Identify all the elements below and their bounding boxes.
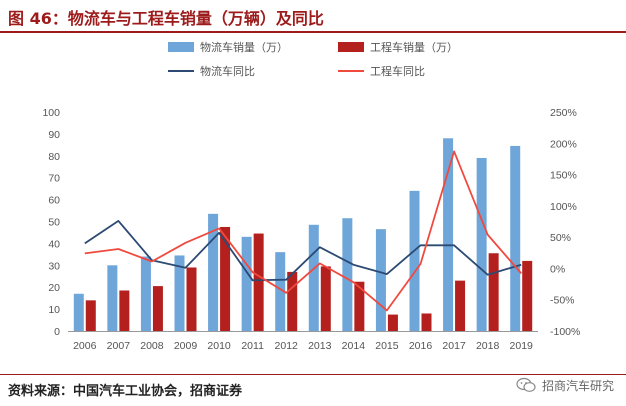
figure-title: 图 46：物流车与工程车销量（万辆）及同比 (8, 9, 324, 28)
bar-engineering-2012 (287, 271, 298, 331)
bar-logistics-2014 (342, 218, 353, 331)
x-tick-2014: 2014 (342, 340, 366, 352)
sales-chart: 物流车销量（万） 工程车销量（万） 物流车同比 工程车同比 0 10 20 30 40 50 60… (42, 40, 580, 352)
x-tick-2019: 2019 (510, 340, 534, 352)
x-tick-2011: 2011 (241, 340, 264, 352)
bar-logistics-2008 (140, 256, 151, 331)
wechat-icon (516, 377, 536, 392)
bar-engineering-2008 (152, 286, 163, 331)
right-tick-3: 50% (550, 232, 571, 244)
x-tick-2018: 2018 (476, 340, 500, 352)
bar-engineering-2014 (354, 281, 365, 331)
left-tick-0: 0 (54, 326, 60, 338)
title-bar: 图 46：物流车与工程车销量（万辆）及同比 (0, 0, 626, 33)
bar-engineering-2006 (85, 300, 96, 331)
watermark-text: 招商汽车研究 (541, 378, 614, 393)
bar-logistics-2009 (174, 255, 185, 331)
right-tick-1: -50% (550, 295, 575, 307)
x-tick-2016: 2016 (409, 340, 433, 352)
bar-engineering-2011 (253, 233, 264, 331)
bar-logistics-2016 (409, 190, 420, 331)
bar-logistics-2007 (107, 265, 118, 331)
bar-engineering-2013 (320, 266, 331, 331)
bars (73, 138, 533, 331)
right-tick-2: 0% (550, 263, 565, 275)
left-tick-1: 10 (48, 304, 60, 316)
left-tick-7: 70 (48, 173, 60, 185)
bar-engineering-2019 (522, 260, 533, 331)
x-tick-2017: 2017 (442, 340, 466, 352)
bar-logistics-2013 (308, 224, 319, 331)
legend-label-2: 物流车同比 (200, 64, 255, 78)
bar-logistics-2017 (443, 138, 454, 331)
left-tick-8: 80 (48, 151, 60, 163)
x-tick-2007: 2007 (107, 340, 131, 352)
x-tick-2012: 2012 (275, 340, 299, 352)
line-engineering-yoy (84, 150, 522, 312)
bar-engineering-2010 (220, 226, 231, 331)
x-tick-2015: 2015 (375, 340, 399, 352)
watermark: 招商汽车研究 (516, 372, 614, 398)
bar-logistics-2018 (476, 157, 487, 331)
lines (84, 150, 522, 312)
legend-swatch-1 (338, 42, 364, 52)
legend-label-3: 工程车同比 (370, 64, 425, 78)
left-tick-4: 40 (48, 238, 60, 250)
left-tick-5: 50 (48, 217, 60, 229)
x-tick-2009: 2009 (174, 340, 198, 352)
legend: 物流车销量（万） 工程车销量（万） 物流车同比 工程车同比 (168, 40, 458, 78)
left-tick-6: 60 (48, 195, 60, 207)
bar-logistics-2011 (241, 236, 252, 331)
left-tick-9: 90 (48, 129, 60, 141)
bar-logistics-2006 (73, 293, 84, 331)
legend-label-1: 工程车销量（万） (370, 40, 458, 54)
line-logistics-yoy (84, 219, 522, 282)
bar-engineering-2015 (387, 314, 398, 331)
bar-engineering-2018 (488, 253, 499, 331)
right-axis: -100% -50% 0% 50% 100% 150% 200% 250% (550, 107, 580, 338)
right-tick-5: 150% (550, 170, 577, 182)
bar-logistics-2010 (208, 213, 219, 331)
footer-divider (0, 374, 626, 375)
bar-logistics-2019 (510, 145, 521, 331)
bar-engineering-2016 (421, 313, 432, 331)
x-tick-2008: 2008 (140, 340, 164, 352)
left-tick-2: 20 (48, 282, 60, 294)
left-tick-10: 100 (42, 107, 60, 119)
bar-engineering-2007 (119, 290, 130, 331)
x-tick-2013: 2013 (308, 340, 332, 352)
x-axis: 2006 2007 2008 2009 2010 2011 2012 2013 2014 2015… (68, 331, 538, 352)
bar-engineering-2017 (455, 280, 466, 331)
right-tick-6: 200% (550, 138, 577, 150)
legend-swatch-0 (168, 42, 194, 52)
bar-logistics-2012 (275, 252, 286, 331)
left-axis: 0 10 20 30 40 50 60 70 80 90 100 (42, 107, 60, 338)
title-divider (0, 31, 626, 33)
right-tick-0: -100% (550, 326, 580, 338)
x-tick-2006: 2006 (73, 340, 97, 352)
right-tick-7: 250% (550, 107, 577, 119)
bar-engineering-2009 (186, 267, 197, 331)
bar-logistics-2015 (375, 229, 386, 331)
source-note: 资料来源：中国汽车工业协会，招商证券 (8, 384, 243, 399)
right-tick-4: 100% (550, 201, 577, 213)
x-tick-2010: 2010 (207, 340, 231, 352)
left-tick-3: 30 (48, 260, 60, 272)
legend-label-0: 物流车销量（万） (200, 40, 288, 54)
